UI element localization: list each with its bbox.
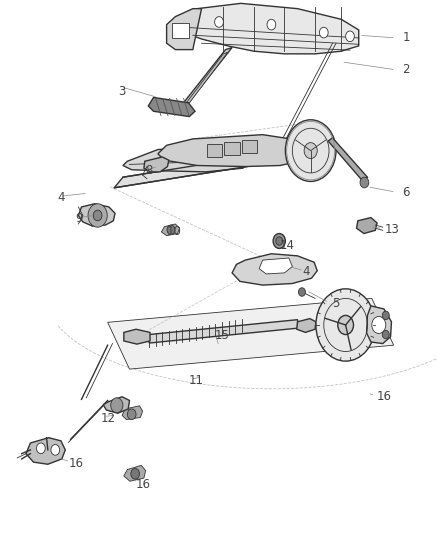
Bar (207, 144, 223, 157)
Text: 12: 12 (101, 411, 116, 424)
Text: 4: 4 (302, 265, 310, 278)
Text: 16: 16 (136, 478, 151, 491)
Polygon shape (367, 306, 392, 344)
Polygon shape (114, 147, 315, 188)
Circle shape (382, 311, 389, 320)
Polygon shape (26, 438, 65, 464)
Polygon shape (144, 157, 169, 172)
Polygon shape (182, 52, 228, 109)
Polygon shape (149, 320, 297, 343)
Circle shape (286, 120, 336, 181)
Text: 10: 10 (166, 225, 181, 238)
Text: 4: 4 (57, 191, 65, 204)
Polygon shape (175, 3, 359, 54)
Polygon shape (328, 138, 367, 181)
Circle shape (270, 157, 277, 165)
Text: 5: 5 (332, 297, 340, 310)
Circle shape (304, 143, 317, 159)
Polygon shape (108, 298, 394, 369)
Polygon shape (124, 465, 146, 481)
Circle shape (382, 330, 389, 339)
Circle shape (319, 27, 328, 38)
Text: 16: 16 (376, 390, 391, 403)
Circle shape (273, 233, 286, 248)
Circle shape (111, 398, 123, 413)
Polygon shape (297, 319, 316, 333)
Polygon shape (123, 147, 250, 172)
Text: 16: 16 (68, 457, 83, 470)
Circle shape (131, 469, 140, 479)
Text: 8: 8 (145, 164, 152, 177)
Circle shape (346, 31, 354, 42)
Text: 15: 15 (215, 329, 230, 342)
Circle shape (338, 316, 353, 335)
Circle shape (215, 17, 223, 27)
Text: 13: 13 (385, 223, 400, 236)
Polygon shape (161, 224, 180, 236)
Text: 14: 14 (280, 239, 295, 252)
Circle shape (267, 19, 276, 30)
Circle shape (88, 204, 107, 227)
Bar (242, 140, 258, 153)
Polygon shape (166, 9, 201, 50)
Circle shape (51, 445, 60, 455)
Circle shape (276, 237, 283, 245)
Text: 11: 11 (188, 374, 203, 387)
Polygon shape (124, 329, 150, 344)
Circle shape (93, 210, 102, 221)
Polygon shape (148, 98, 195, 117)
Polygon shape (182, 47, 232, 105)
Circle shape (167, 225, 175, 235)
Polygon shape (158, 135, 306, 166)
Bar (224, 142, 240, 155)
Circle shape (372, 317, 386, 334)
Circle shape (36, 443, 45, 454)
Circle shape (360, 177, 369, 188)
Text: 9: 9 (75, 212, 82, 225)
Text: 1: 1 (403, 31, 410, 44)
Polygon shape (232, 254, 317, 285)
Circle shape (298, 288, 305, 296)
Text: 2: 2 (403, 63, 410, 76)
Circle shape (316, 289, 375, 361)
Polygon shape (259, 258, 292, 274)
Text: 6: 6 (403, 185, 410, 199)
Circle shape (127, 409, 136, 419)
Polygon shape (103, 397, 130, 413)
Polygon shape (122, 406, 143, 419)
Polygon shape (357, 217, 377, 233)
Polygon shape (172, 23, 189, 38)
Polygon shape (78, 204, 115, 226)
Text: 3: 3 (119, 85, 126, 98)
